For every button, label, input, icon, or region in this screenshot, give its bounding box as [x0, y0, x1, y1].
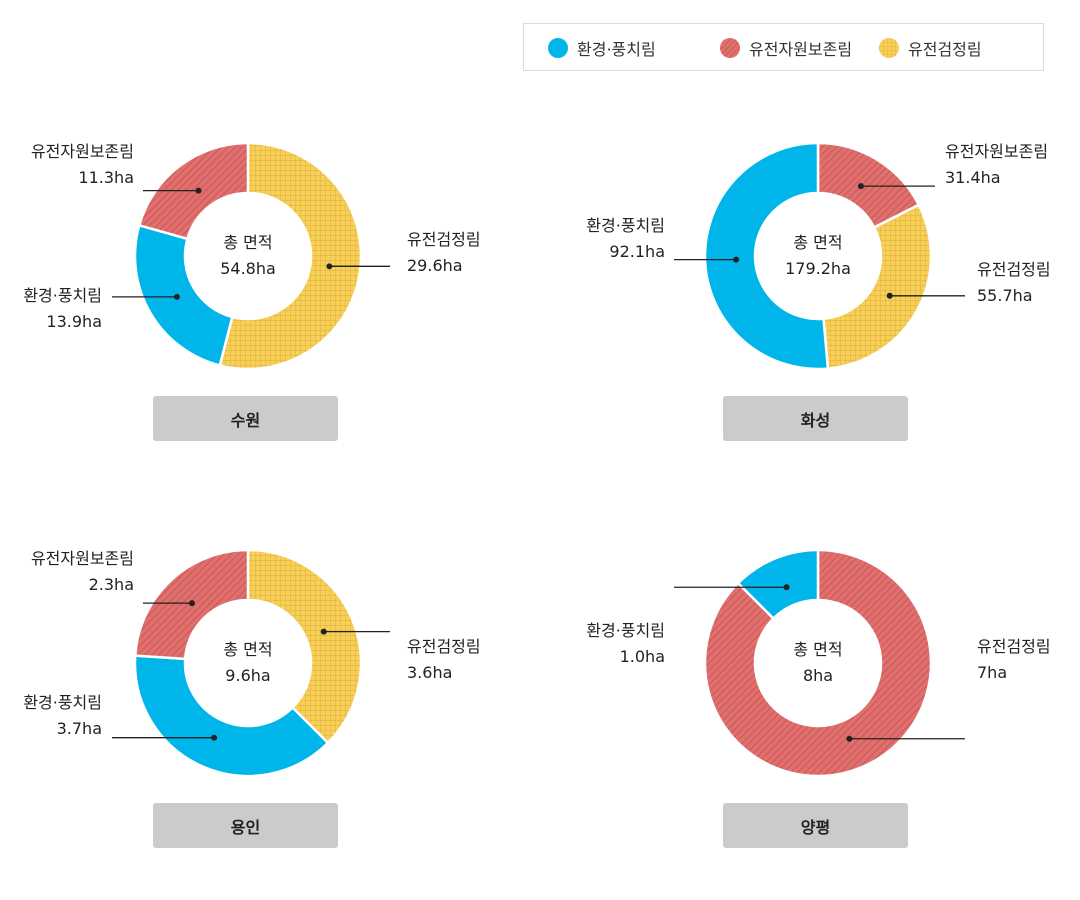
legend-item-genetic-test: 유전검정림 — [879, 24, 982, 72]
center-total: 9.6ha — [225, 666, 270, 685]
legend-item-genetic-conservation: 유전자원보존림 — [720, 24, 852, 72]
slice-value-label: 13.9ha — [46, 312, 102, 331]
slice-label: 환경·풍치림 — [23, 286, 102, 305]
donut-chart-0: 유전검정림 29.6ha 환경·풍치림 13.9ha 유전자원보존림 11.3ha 총 면적… — [23, 141, 481, 371]
slice-value-label: 1.0ha — [620, 647, 665, 666]
donut-slice-env — [133, 223, 234, 367]
center-title: 총 면적 — [793, 233, 842, 252]
leader-dot — [846, 735, 853, 742]
solid-dot-icon — [548, 38, 568, 58]
slice-label: 유전자원보존림 — [945, 142, 1048, 161]
leader-dot — [886, 292, 893, 299]
donut-chart-1: 유전자원보존림 31.4ha 유전검정림 55.7ha 환경·풍치림 92.1ha 총 면적… — [586, 141, 1051, 371]
city-label-hwaseong: 화성 — [723, 396, 908, 441]
leader-dot — [188, 600, 195, 607]
donut-chart-3: 유전검정림 7ha 환경·풍치림 1.0ha 총 면적 8ha — [586, 548, 1051, 778]
slice-value-label: 3.6ha — [407, 663, 452, 682]
slice-value-label: 7ha — [977, 663, 1007, 682]
donut-slice-genetic_conservation — [703, 548, 933, 778]
leader-dot — [733, 256, 740, 263]
center-total: 179.2ha — [785, 259, 851, 278]
slice-label: 유전자원보존림 — [31, 549, 134, 568]
legend-item-env: 환경·풍치림 — [548, 24, 656, 72]
donut-slice-env — [133, 654, 330, 778]
donut-slice-genetic_test — [246, 548, 363, 745]
legend-label: 유전자원보존림 — [749, 40, 853, 59]
hatched-dot-icon — [720, 38, 740, 58]
slice-value-label: 3.7ha — [57, 719, 102, 738]
center-title: 총 면적 — [223, 640, 272, 659]
slice-label: 유전자원보존림 — [31, 142, 134, 161]
legend: 환경·풍치림 유전자원보존림 유전검정림 — [523, 23, 1044, 71]
slice-label: 유전검정림 — [977, 260, 1051, 279]
slice-label: 환경·풍치림 — [586, 621, 665, 640]
leader-dot — [857, 183, 864, 190]
grid-dot-icon — [879, 38, 899, 58]
donut-slice-env — [703, 141, 830, 371]
leader-dot — [326, 263, 333, 270]
city-label-yangpyeong: 양평 — [723, 803, 908, 848]
city-label-yongin: 용인 — [153, 803, 338, 848]
slice-label: 유전검정림 — [977, 637, 1051, 656]
leader-dot — [211, 734, 218, 741]
center-title: 총 면적 — [223, 233, 272, 252]
center-title: 총 면적 — [793, 640, 842, 659]
leader-dot — [783, 584, 790, 591]
slice-label: 유전검정림 — [407, 230, 481, 249]
slice-value-label: 11.3ha — [78, 168, 134, 187]
slice-value-label: 31.4ha — [945, 168, 1001, 187]
city-label-suwon: 수원 — [153, 396, 338, 441]
donut-slice-genetic_test — [822, 203, 933, 370]
leader-dot — [173, 293, 180, 300]
center-total: 54.8ha — [220, 259, 276, 278]
donut-chart-2: 유전검정림 3.6ha 환경·풍치림 3.7ha 유전자원보존림 2.3ha 총 면적 9.6… — [23, 548, 481, 778]
donut-slice-env — [736, 548, 820, 621]
slice-value-label: 55.7ha — [977, 286, 1033, 305]
slice-label: 환경·풍치림 — [23, 693, 102, 712]
slice-value-label: 29.6ha — [407, 256, 463, 275]
leader-dot — [320, 628, 327, 635]
leader-dot — [195, 187, 202, 194]
slice-value-label: 92.1ha — [609, 242, 665, 261]
slice-value-label: 2.3ha — [89, 575, 134, 594]
center-total: 8ha — [803, 666, 833, 685]
donut-slice-genetic_test — [218, 141, 363, 371]
legend-label: 유전검정림 — [908, 40, 982, 59]
legend-label: 환경·풍치림 — [577, 40, 656, 59]
slice-label: 유전검정림 — [407, 637, 481, 656]
slice-label: 환경·풍치림 — [586, 216, 665, 235]
